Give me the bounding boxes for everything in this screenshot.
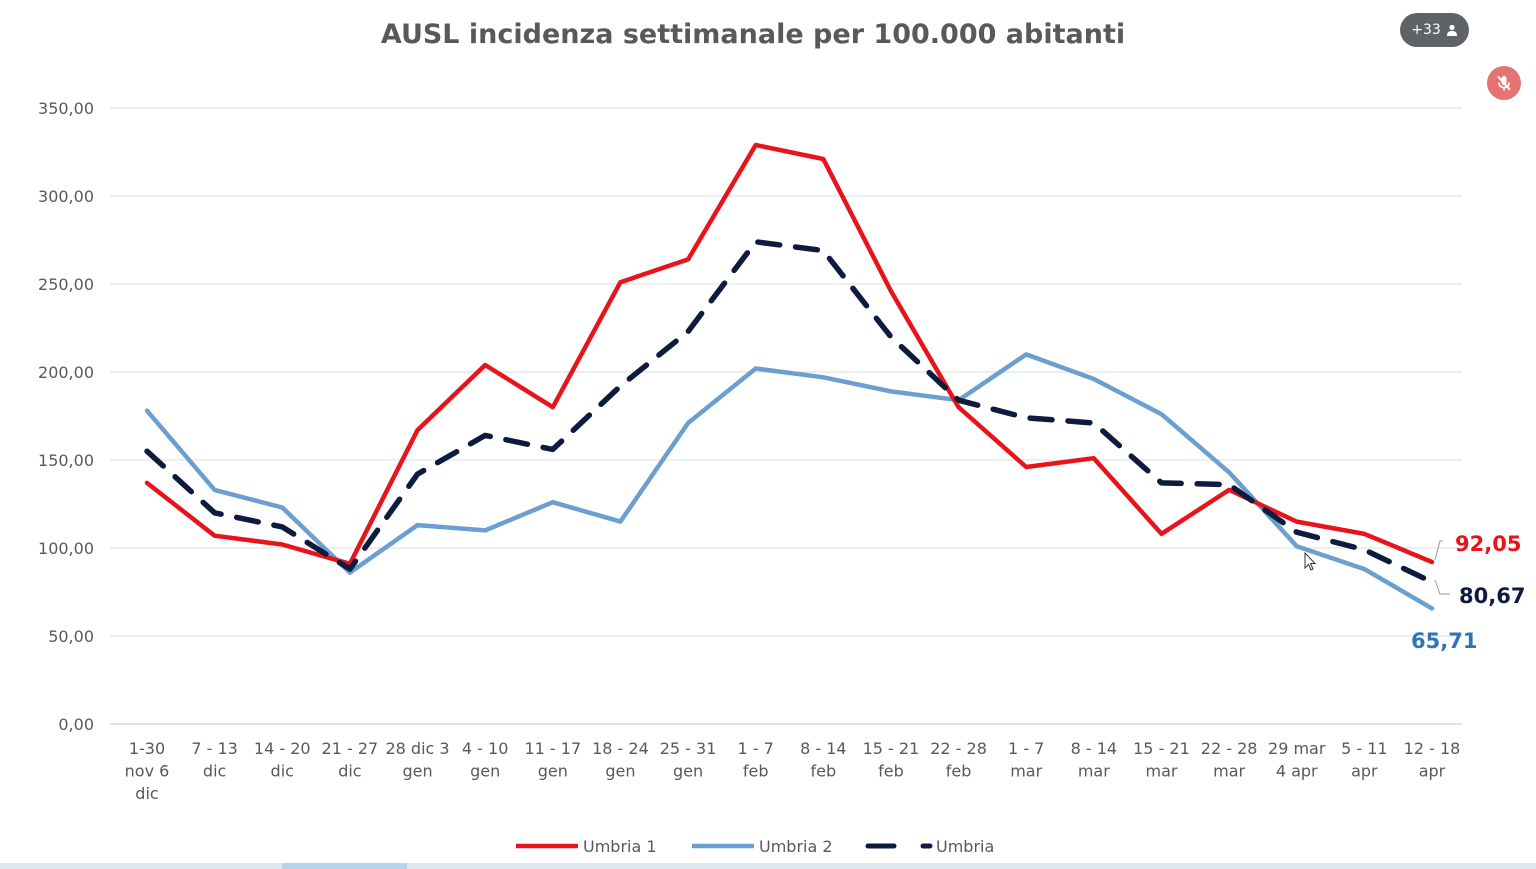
series-line-umbria xyxy=(144,239,1435,585)
x-tick-label: 15 - 21 mar xyxy=(1133,739,1190,781)
x-tick-label: 5 - 11 apr xyxy=(1341,739,1387,781)
series-line-umbria-2 xyxy=(144,352,1435,611)
x-tick-label: 25 - 31 gen xyxy=(660,739,717,781)
legend-label: Umbria xyxy=(936,837,994,856)
x-tick-label: 29 mar 4 apr xyxy=(1268,739,1326,781)
person-icon xyxy=(1446,24,1457,36)
bottom-strip-segment xyxy=(282,863,407,869)
x-tick-label: 8 - 14 mar xyxy=(1071,739,1117,781)
x-tick-label: 14 - 20 dic xyxy=(254,739,311,781)
series-line-umbria-1 xyxy=(144,142,1435,567)
mute-indicator[interactable] xyxy=(1487,66,1521,100)
x-tick-label: 22 - 28 mar xyxy=(1201,739,1258,781)
end-value-label: 65,71 xyxy=(1411,629,1477,653)
x-tick-label: 4 - 10 gen xyxy=(462,739,508,781)
x-tick-label: 28 dic 3 gen xyxy=(385,739,449,781)
y-tick-label: 350,00 xyxy=(38,99,94,118)
legend-label: Umbria 1 xyxy=(583,837,657,856)
legend-item: Umbria 2 xyxy=(692,837,833,856)
microphone-muted-icon xyxy=(1497,75,1511,91)
end-value-label: 92,05 xyxy=(1455,532,1521,556)
end-labels: 92,05 80,67 65,71 xyxy=(1411,532,1525,653)
x-tick-label: 21 - 27 dic xyxy=(322,739,379,781)
leader-line xyxy=(1434,579,1450,595)
legend-item: Umbria 1 xyxy=(516,837,657,856)
x-tick-label: 12 - 18 apr xyxy=(1404,739,1461,781)
mouse-cursor xyxy=(1304,551,1317,571)
end-value-label: 80,67 xyxy=(1459,584,1525,608)
legend-label: Umbria 2 xyxy=(759,837,833,856)
legend-item: Umbria xyxy=(865,837,994,856)
y-tick-label: 50,00 xyxy=(48,627,94,646)
participants-count: +33 xyxy=(1411,22,1441,38)
leader-line xyxy=(1434,540,1443,561)
y-tick-label: 200,00 xyxy=(38,363,94,382)
x-tick-label: 1 - 7 feb xyxy=(738,739,774,781)
y-tick-label: 0,00 xyxy=(58,715,94,734)
x-tick-label: 18 - 24 gen xyxy=(592,739,649,781)
x-tick-label: 15 - 21 feb xyxy=(863,739,920,781)
y-tick-label: 100,00 xyxy=(38,539,94,558)
x-tick-label: 7 - 13 dic xyxy=(191,739,237,781)
series-lines xyxy=(144,142,1435,611)
x-tick-label: 11 - 17 gen xyxy=(524,739,581,781)
gridlines xyxy=(110,107,1462,725)
y-tick-label: 150,00 xyxy=(38,451,94,470)
legend: Umbria 1 Umbria 2 Umbria xyxy=(516,837,994,856)
bottom-strip xyxy=(0,863,1536,869)
y-tick-label: 250,00 xyxy=(38,275,94,294)
participants-badge[interactable]: +33 xyxy=(1400,13,1469,47)
x-tick-label: 1 - 7 mar xyxy=(1008,739,1044,781)
x-axis-ticks: 1-30 nov 6 dic 7 - 13 dic 14 - 20 dic 21 - 27 di… xyxy=(125,739,1461,803)
chart-title: AUSL incidenza settimanale per 100.000 a… xyxy=(381,19,1125,50)
x-tick-label: 8 - 14 feb xyxy=(800,739,846,781)
y-axis-ticks: 0,00 50,00 100,00 150,00 200,00 250,00 300,00 3… xyxy=(38,99,94,734)
y-tick-label: 300,00 xyxy=(38,187,94,206)
x-tick-label: 1-30 nov 6 dic xyxy=(125,739,170,803)
x-tick-label: 22 - 28 feb xyxy=(930,739,987,781)
